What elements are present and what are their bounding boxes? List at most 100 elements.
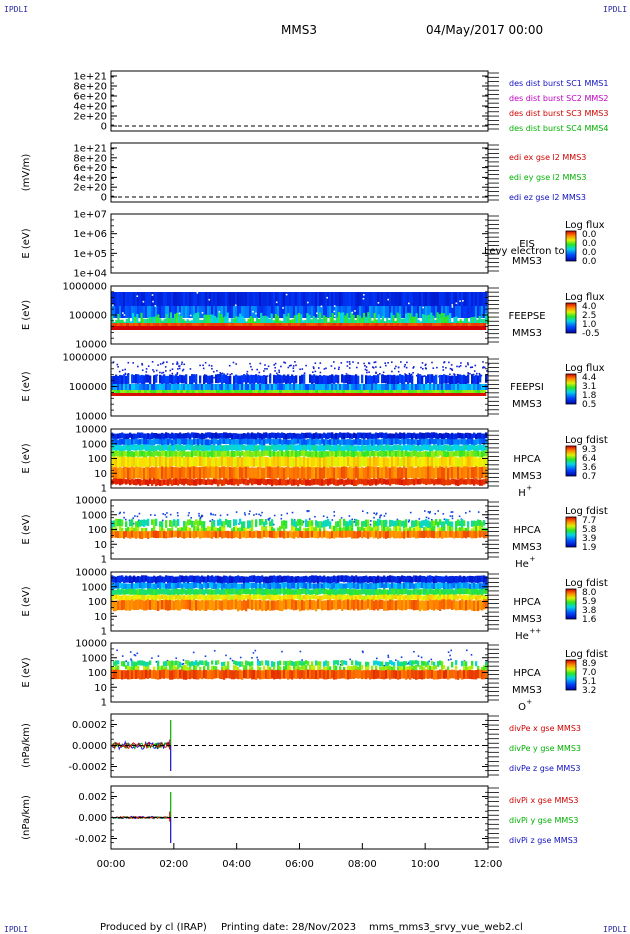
spectrogram-speck-4-167 (403, 365, 406, 368)
spectrogram-cell-5-6-175 (461, 478, 464, 485)
spectrogram-cell-5-4-122 (355, 456, 358, 467)
spectrogram-cell-5-2-46 (203, 444, 206, 452)
spectrogram-cell-7-0-87 (285, 575, 288, 583)
spectrogram-cell-7-2-114 (339, 588, 342, 595)
spectrogram-cell-5-4-175 (461, 457, 464, 468)
spectrogram-cell-6-0-129 (369, 530, 372, 538)
spectrogram-cell-3-0-105 (426, 323, 430, 326)
spectrogram-cell-5-2-59 (229, 444, 232, 450)
spectrogram-cell-7-2-22 (155, 589, 158, 596)
spectrogram-cell-7-3-109 (329, 595, 332, 602)
spectrogram-cell-5-6-83 (277, 479, 280, 486)
spectrogram-cell-4-0-12 (135, 374, 138, 384)
spectrogram-cell-4-0-98 (405, 390, 409, 393)
spectrogram-cell-5-0-140 (391, 433, 394, 441)
spectrogram-cell-5-3-67 (245, 450, 248, 457)
spectrogram-cell-4-0-145 (401, 384, 404, 390)
spectrogram-cell-7-4-127 (365, 600, 368, 610)
spectrogram-cell-5-2-5 (121, 445, 124, 452)
spectrogram-cell-7-3-89 (289, 594, 292, 601)
spectrogram-cell-3-1-2 (117, 326, 121, 330)
spectrogram-speck-6-124 (253, 514, 255, 516)
spectrogram-cell-5-0-6 (123, 433, 126, 440)
spectrogram-cell-5-5-57 (225, 466, 228, 480)
spectrogram-cell-5-0-11 (133, 433, 136, 440)
instrument-label-6: HPCA (513, 525, 541, 536)
spectrogram-cell-5-3-23 (157, 451, 160, 457)
spectrogram-cell-5-0-37 (185, 433, 188, 439)
spectrogram-speck-4-205 (235, 363, 237, 365)
spectrogram-spike-3-105 (331, 313, 334, 324)
spectrogram-speck-4-4 (465, 365, 467, 368)
spectrogram-cell-3-1-115 (456, 326, 460, 330)
spectrogram-speck-6-19 (354, 518, 356, 521)
spectrogram-cell-5-2-102 (315, 444, 318, 452)
spectrogram-cell-3-1-93 (297, 306, 300, 318)
spectrogram-cell-7-4-69 (249, 599, 252, 610)
spectrogram-cell-3-0-184 (479, 292, 482, 306)
spectrogram-cell-5-2-15 (141, 444, 144, 450)
spectrogram-cell-5-4-26 (163, 456, 166, 467)
spectrogram-cell-6-0-48 (207, 530, 210, 538)
spectrogram-cell-7-3-128 (367, 595, 370, 601)
spectrogram-speck-4-59 (312, 371, 314, 373)
spectrogram-speck-4-116 (183, 363, 185, 366)
spectrogram-cell-7-4-141 (393, 600, 396, 611)
spectrogram-cell-5-1-113 (337, 438, 340, 444)
spectrogram-cell-6-1-157 (425, 527, 428, 533)
spectrogram-cell-6-0-119 (349, 530, 352, 538)
spectrogram-cell-7-0-150 (411, 576, 414, 584)
spectrogram-cell-5-5-47 (205, 466, 208, 479)
colorbar-tick-2-1: 0.0 (582, 239, 597, 249)
spectrogram-cell-6-1-102 (315, 525, 318, 532)
spectrogram-cell-7-1-96 (303, 582, 306, 589)
spectrogram-cell-5-1-62 (235, 439, 238, 446)
spectrogram-cell-6-0-96 (303, 531, 306, 539)
spectrogram-cell-3-1-146 (403, 306, 406, 318)
spectrogram-speck-4-231 (229, 373, 231, 376)
spectrogram-cell-5-1-78 (267, 438, 270, 444)
spectrogram-cell-7-3-33 (177, 595, 180, 601)
spectrogram-cell-5-1-2 (115, 438, 118, 446)
ytick-label-3-2: 10000 (75, 340, 107, 351)
spectrogram-cell-5-5-126 (363, 467, 366, 480)
spectrogram-cell-6-0-92 (295, 530, 298, 538)
spectrogram-cell-5-1-85 (281, 439, 284, 446)
spectrogram-cell-5-6-94 (299, 478, 302, 485)
spectrogram-cell-5-6-156 (423, 478, 426, 485)
spectrogram-cell-7-1-186 (483, 582, 486, 589)
spectrogram-cell-4-0-60 (291, 390, 295, 393)
spectrogram-spike-3-7 (125, 318, 128, 324)
spectrogram-cell-3-0-64 (239, 292, 242, 306)
spectrogram-cell-5-2-56 (223, 445, 226, 452)
spectrogram-cell-5-2-36 (183, 445, 186, 453)
spectrogram-cell-5-0-35 (181, 433, 184, 440)
spectrogram-cell-7-4-60 (231, 599, 234, 610)
spectrogram-cell-3-0-20 (151, 292, 154, 306)
spectrogram-cell-7-4-87 (285, 599, 288, 610)
spectrogram-cell-7-2-180 (471, 589, 474, 596)
spectrogram-cell-5-0-133 (377, 433, 380, 439)
spectrogram-cell-4-0-103 (317, 384, 320, 390)
spectrogram-cell-7-4-109 (329, 599, 332, 611)
spectrogram-spike-3-154 (434, 319, 437, 324)
spectrogram-cell-7-0-133 (377, 575, 380, 584)
ytick-label-2-1: 1e+06 (73, 229, 107, 240)
spectrogram-cell-4-0-28 (195, 390, 199, 393)
spectrogram-spike-3-132 (388, 319, 391, 324)
spectrogram-cell-7-0-30 (171, 575, 174, 584)
spectrogram-cell-3-0-85 (281, 292, 284, 306)
spectrogram-cell-5-4-11 (133, 457, 136, 467)
spectrogram-cell-4-0-169 (449, 384, 452, 390)
spectrogram-cell-7-0-28 (167, 575, 170, 584)
ytick-label-0-5: 0 (101, 122, 107, 133)
spectrogram-cell-3-1-9 (129, 306, 132, 318)
spectrogram-cell-5-2-112 (335, 445, 338, 451)
spectrogram-cell-3-1-0 (111, 306, 114, 318)
spectrogram-cell-7-4-30 (171, 600, 174, 611)
spectrogram-cell-7-2-26 (163, 588, 166, 595)
spectrogram-cell-4-0-24 (183, 390, 187, 393)
spectrogram-speck-4-230 (480, 374, 483, 377)
spectrogram-cell-3-1-72 (327, 326, 331, 330)
spectrogram-cell-4-0-158 (427, 374, 430, 384)
